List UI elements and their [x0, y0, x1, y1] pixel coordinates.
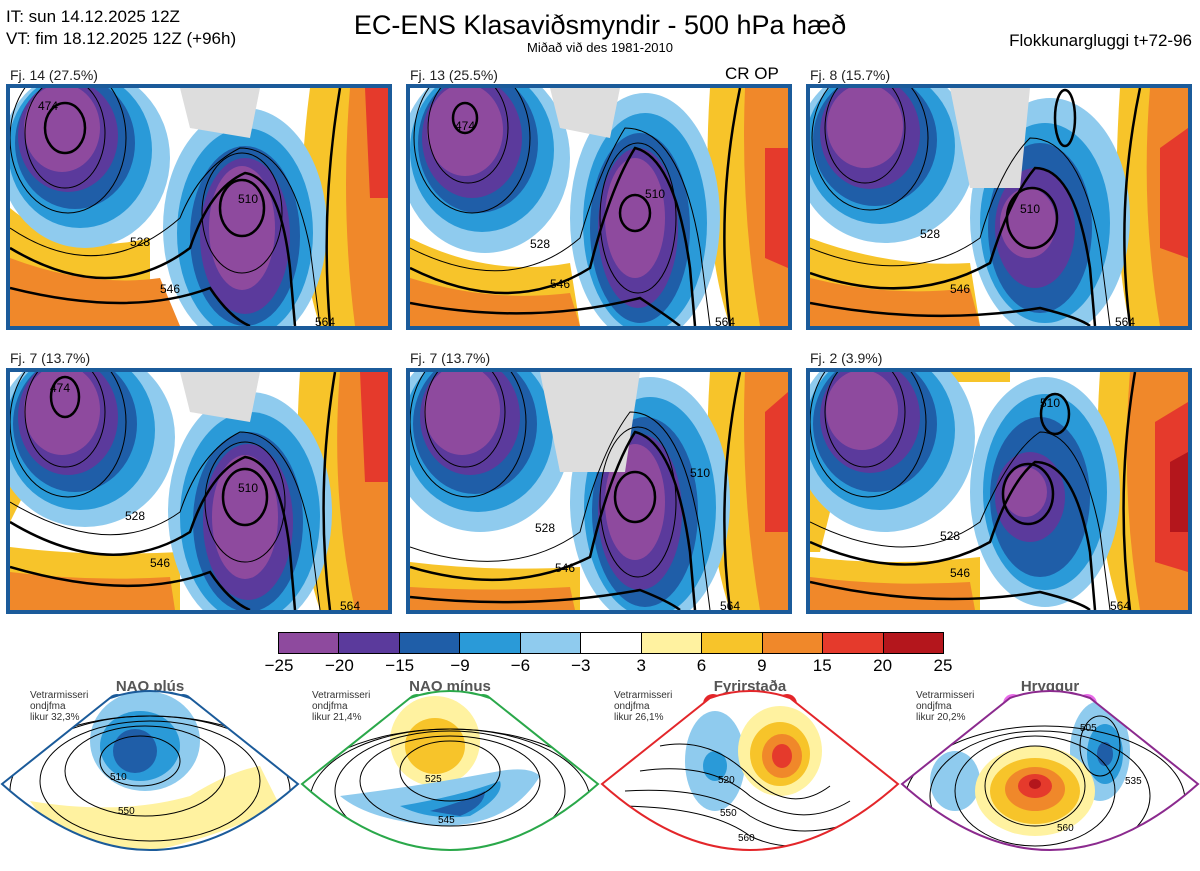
regime-note: Vetrarmisseri ondjfma likur 20,2%: [916, 690, 975, 723]
contour-label: 560: [1057, 823, 1074, 834]
contour-label: 510: [690, 466, 710, 480]
colorbar-tick-label: −6: [510, 656, 531, 675]
panel-label: Fj. 7 (13.7%): [410, 350, 491, 366]
regime-title: Fyrirstaða: [713, 678, 787, 695]
colorbar-swatch: [823, 633, 884, 653]
regime-title: NAO plús: [115, 678, 185, 695]
contour-label: 535: [1125, 776, 1142, 787]
contour-label: 564: [720, 599, 740, 610]
contour-label: 510: [1020, 202, 1040, 216]
classification-window: Flokkunargluggi t+72-96: [1009, 31, 1192, 50]
colorbar-tick-label: −20: [324, 656, 354, 675]
contour-label: 510: [238, 481, 258, 495]
contour-label: 525: [425, 774, 442, 785]
contour-label: 546: [950, 282, 970, 296]
contour-label: 474: [455, 119, 475, 133]
contour-label: 546: [160, 282, 180, 296]
contour-label: 546: [550, 277, 570, 291]
contour-label: 546: [555, 561, 575, 575]
colorbar-tick-label: 3: [636, 656, 646, 675]
panel-label: Fj. 13 (25.5%): [410, 67, 498, 83]
regime-nao-plus: NAO plús Vetrarmisseri ondjfma likur 32,3%…: [0, 676, 300, 871]
contour-label: 528: [530, 237, 550, 251]
colorbar-swatch: [581, 633, 642, 653]
cluster-map-3: 510 528 546 564: [806, 84, 1192, 330]
anomaly-colorbar: [278, 632, 944, 654]
regime-note: Vetrarmisseri ondjfma likur 32,3%: [30, 690, 89, 723]
contour-label: 474: [38, 99, 58, 113]
cluster-map-5: 510 528 546 564: [406, 368, 792, 614]
regime-blocking: Fyrirstaða Vetrarmisseri ondjfma likur 26,…: [600, 676, 900, 871]
regime-ridge: Hryggur Vetrarmisseri ondjfma likur 20,2%: [900, 676, 1200, 871]
contour-label: 546: [150, 556, 170, 570]
cluster-map-6: 510 528 546 564: [806, 368, 1192, 614]
contour-label: 546: [950, 566, 970, 580]
contour-label: 550: [720, 808, 737, 819]
contour-label: 505: [1080, 723, 1097, 734]
contour-label: 564: [1115, 315, 1135, 326]
colorbar-tick-label: 15: [812, 656, 832, 675]
colorbar-tick-label: 6: [696, 656, 707, 675]
contour-label: 528: [920, 227, 940, 241]
panel-extra-label: CR OP: [725, 64, 779, 83]
colorbar-swatch: [641, 633, 703, 653]
panel-label: Fj. 14 (27.5%): [10, 67, 98, 83]
colorbar-tick-label: 9: [757, 656, 767, 675]
cluster-map-2: 474 510 528 546 564: [406, 84, 792, 330]
colorbar-swatch: [702, 633, 763, 653]
colorbar-tick-label: −9: [450, 656, 470, 675]
header-times: IT: sun 14.12.2025 12Z VT: fim 18.12.202…: [6, 6, 236, 50]
panel-label: Fj. 7 (13.7%): [10, 350, 91, 366]
colorbar-swatch: [460, 633, 521, 653]
contour-label: 510: [645, 187, 665, 201]
contour-label: 564: [1110, 599, 1130, 610]
contour-label: 510: [238, 192, 258, 206]
contour-label: 565: [445, 850, 462, 861]
colorbar-tick-label: 25: [933, 656, 953, 675]
colorbar-tick-label: −3: [571, 656, 591, 675]
contour-label: 564: [715, 315, 735, 326]
contour-label: 474: [50, 381, 70, 395]
colorbar-swatch: [399, 633, 461, 653]
colorbar-swatch: [339, 633, 400, 653]
valid-time: VT: fim 18.12.2025 12Z (+96h): [6, 29, 237, 48]
page-subtitle: Miðað við des 1981-2010: [527, 40, 673, 55]
contour-label: 510: [110, 772, 127, 783]
contour-label: 560: [738, 833, 755, 844]
contour-label: 510: [1040, 396, 1060, 410]
regime-note: Vetrarmisseri ondjfma likur 21,4%: [312, 690, 371, 723]
panel-label: Fj. 2 (3.9%): [810, 350, 883, 366]
regime-nao-minus: NAO mínus Vetrarmisseri ondjfma likur 21,4…: [300, 676, 600, 871]
contour-label: 528: [130, 235, 150, 249]
cluster-map-4: 474 510 528 546 564: [6, 368, 392, 614]
regime-title: Hryggur: [1020, 678, 1080, 695]
contour-label: 528: [940, 529, 960, 543]
issue-time: IT: sun 14.12.2025 12Z: [6, 7, 180, 26]
colorbar-swatch: [520, 633, 582, 653]
contour-label: 564: [340, 599, 360, 610]
regime-title: NAO mínus: [409, 678, 491, 695]
contour-label: 528: [125, 509, 145, 523]
contour-label: 564: [315, 315, 335, 326]
colorbar-swatch: [762, 633, 824, 653]
contour-label: 545: [438, 815, 455, 826]
colorbar-swatch: [883, 633, 943, 653]
colorbar-swatch: [279, 633, 340, 653]
contour-label: 528: [535, 521, 555, 535]
contour-label: 520: [718, 775, 735, 786]
cluster-map-1: 474 510 528 546 564: [6, 84, 392, 330]
panel-label: Fj. 8 (15.7%): [810, 67, 891, 83]
regime-note: Vetrarmisseri ondjfma likur 26,1%: [614, 690, 673, 723]
page-title: EC-ENS Klasaviðsmyndir - 500 hPa hæð: [353, 10, 847, 40]
contour-label: 550: [118, 806, 135, 817]
colorbar-tick-label: −15: [385, 656, 415, 675]
colorbar-tick-label: 20: [873, 656, 893, 675]
colorbar-tick-label: −25: [264, 656, 294, 675]
